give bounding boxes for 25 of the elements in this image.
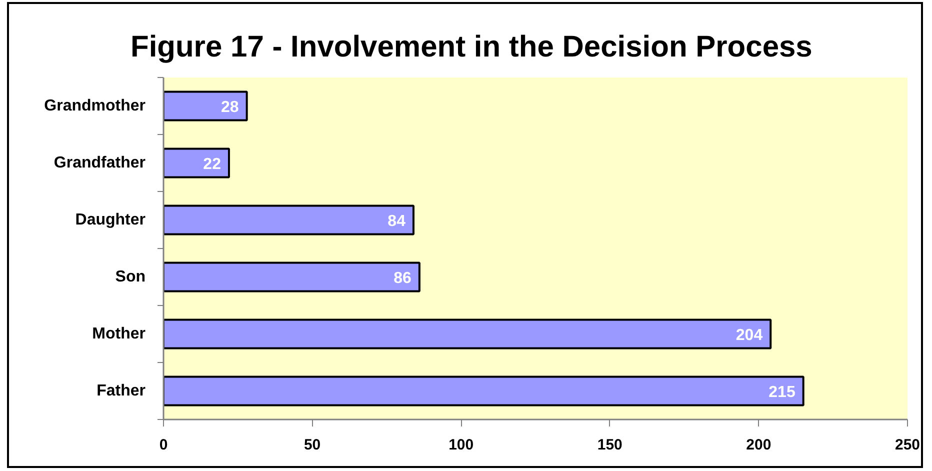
bar: [164, 376, 804, 406]
chart-title: Figure 17 - Involvement in the Decision Process: [130, 30, 812, 64]
bar: [164, 90, 248, 122]
x-tick-label: 150: [597, 436, 622, 454]
y-tick-label: Daughter: [75, 212, 146, 228]
y-tick-label: Grandfather: [54, 154, 146, 172]
x-tick-label: 250: [894, 436, 920, 454]
data-label: 22: [203, 156, 222, 173]
x-tick-label: 100: [448, 436, 474, 454]
data-label: 215: [768, 384, 796, 401]
x-tick-label: 50: [304, 436, 321, 454]
x-tick-label: 200: [746, 436, 772, 454]
bar: [164, 262, 420, 292]
data-label: 84: [388, 213, 406, 230]
y-tick-label: Son: [115, 268, 146, 286]
data-label: 28: [221, 99, 239, 116]
data-label: 204: [736, 327, 763, 344]
bar: [164, 318, 772, 350]
bar: [164, 204, 414, 236]
bar: [164, 148, 230, 178]
y-tick-label: Father: [96, 382, 146, 400]
y-tick-label: Grandmother: [44, 98, 146, 114]
x-tick-label: 0: [159, 436, 168, 454]
y-tick-label: Mother: [92, 326, 146, 342]
data-label: 86: [394, 270, 412, 287]
